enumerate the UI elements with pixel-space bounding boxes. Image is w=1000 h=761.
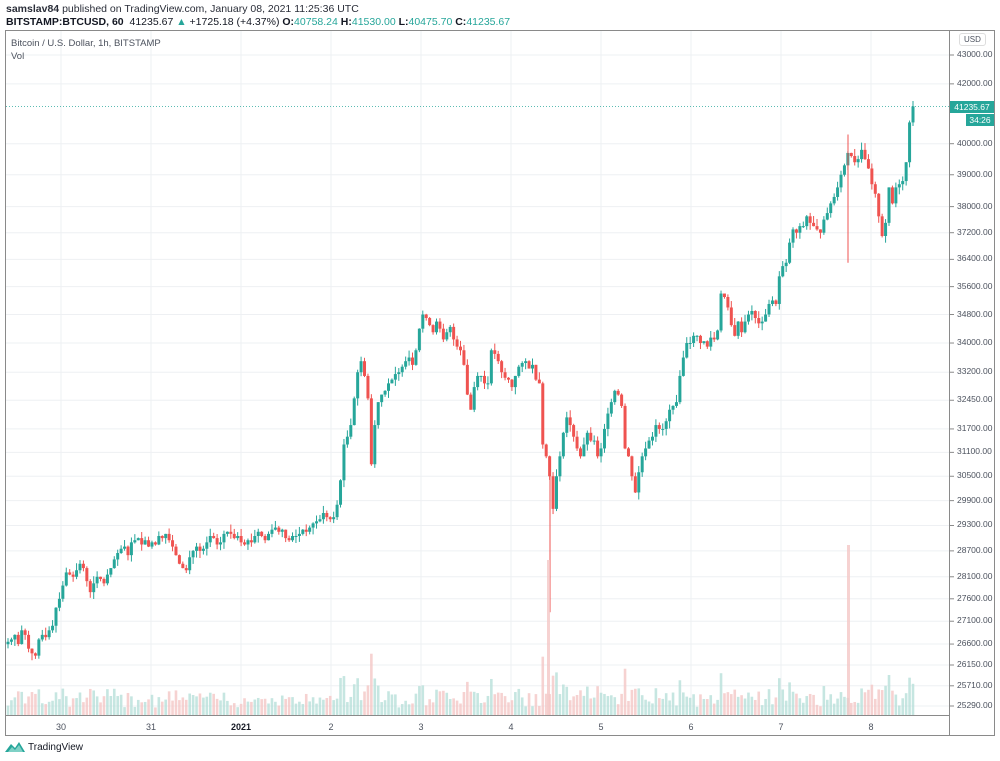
open-label: O: (282, 16, 295, 28)
time-axis[interactable] (5, 715, 950, 736)
price-tick-label: 32450.00 (957, 394, 993, 405)
bar-countdown-tag: 34:26 (966, 114, 994, 126)
time-tick-label: 2 (328, 722, 334, 732)
up-arrow-icon: ▲ (176, 16, 187, 28)
close-label: C: (455, 16, 467, 28)
price-tick-label: 36400.00 (957, 253, 993, 264)
price-tick-label: 25290.00 (957, 700, 993, 710)
price-tick-label: 39000.00 (957, 168, 993, 179)
close-value: 41235.67 (466, 16, 511, 28)
chart-legend: Bitcoin / U.S. Dollar, 1h, BITSTAMP Vol (11, 37, 161, 63)
price-tick-label: 28700.00 (957, 544, 993, 555)
time-tick-label: 5 (598, 722, 604, 732)
price-tick-label: 34000.00 (957, 337, 993, 348)
time-tick-label: 8 (868, 722, 874, 732)
price-tick-label: 30500.00 (957, 470, 993, 481)
low-label: L: (398, 16, 409, 28)
price-tick-label: 28100.00 (957, 570, 993, 581)
price-tick-label: 29900.00 (957, 494, 993, 505)
price-tick-label: 34800.00 (957, 308, 993, 319)
time-tick-label: 4 (508, 722, 514, 732)
tradingview-logo-icon (5, 742, 25, 752)
price-axis[interactable] (949, 30, 995, 736)
time-tick-label: 30 (55, 722, 67, 732)
price-tick-label: 31700.00 (957, 422, 993, 433)
high-value: 41530.00 (351, 16, 396, 28)
time-tick-label: 7 (778, 722, 784, 732)
price-tick-label: 29300.00 (957, 519, 993, 530)
price-tick-label: 40000.00 (957, 137, 993, 148)
price-tick-label: 27100.00 (957, 615, 993, 626)
publisher-name[interactable]: samslav84 (6, 3, 60, 15)
last-price: 41235.67 (129, 16, 174, 28)
symbol-info: BITSTAMP:BTCUSD, 60 41235.67 ▲ +1725.18 … (6, 16, 510, 28)
symbol-label: BITSTAMP:BTCUSD, 60 (6, 16, 124, 28)
brand-name: TradingView (28, 741, 84, 753)
series-title[interactable]: Bitcoin / U.S. Dollar, 1h, BITSTAMP (11, 38, 161, 49)
open-value: 40758.24 (294, 16, 338, 28)
chart-pane[interactable] (5, 30, 950, 716)
price-tick-label: 35600.00 (957, 280, 993, 291)
time-tick-label: 3 (418, 722, 424, 732)
publish-info: samslav84 published on TradingView.com, … (6, 3, 359, 15)
price-tick-label: 33200.00 (957, 366, 993, 377)
publish-text: published on TradingView.com, January 08… (62, 3, 359, 15)
price-tick-label: 26150.00 (957, 658, 993, 669)
volume-label[interactable]: Vol (11, 51, 25, 62)
price-tick-label: 27600.00 (957, 592, 993, 603)
price-tick-label: 43000.00 (957, 49, 993, 59)
last-price-tag: 41235.67 (950, 101, 994, 113)
price-tick-label: 25710.00 (957, 679, 993, 690)
price-tick-label: 31100.00 (957, 446, 992, 457)
price-tick-label: 37200.00 (957, 226, 993, 237)
low-value: 40475.70 (408, 16, 453, 28)
time-tick-label: 31 (145, 722, 157, 732)
price-tick-label: 26600.00 (957, 638, 993, 649)
price-change: +1725.18 (+4.37%) (189, 16, 280, 28)
time-tick-label: 2021 (230, 722, 252, 732)
high-label: H: (340, 16, 352, 28)
price-tick-label: 38000.00 (957, 200, 993, 211)
time-tick-label: 6 (688, 722, 694, 732)
price-tick-label: 42000.00 (957, 77, 993, 88)
tradingview-logo[interactable]: TradingView (5, 741, 83, 753)
currency-badge[interactable]: USD (959, 33, 986, 46)
